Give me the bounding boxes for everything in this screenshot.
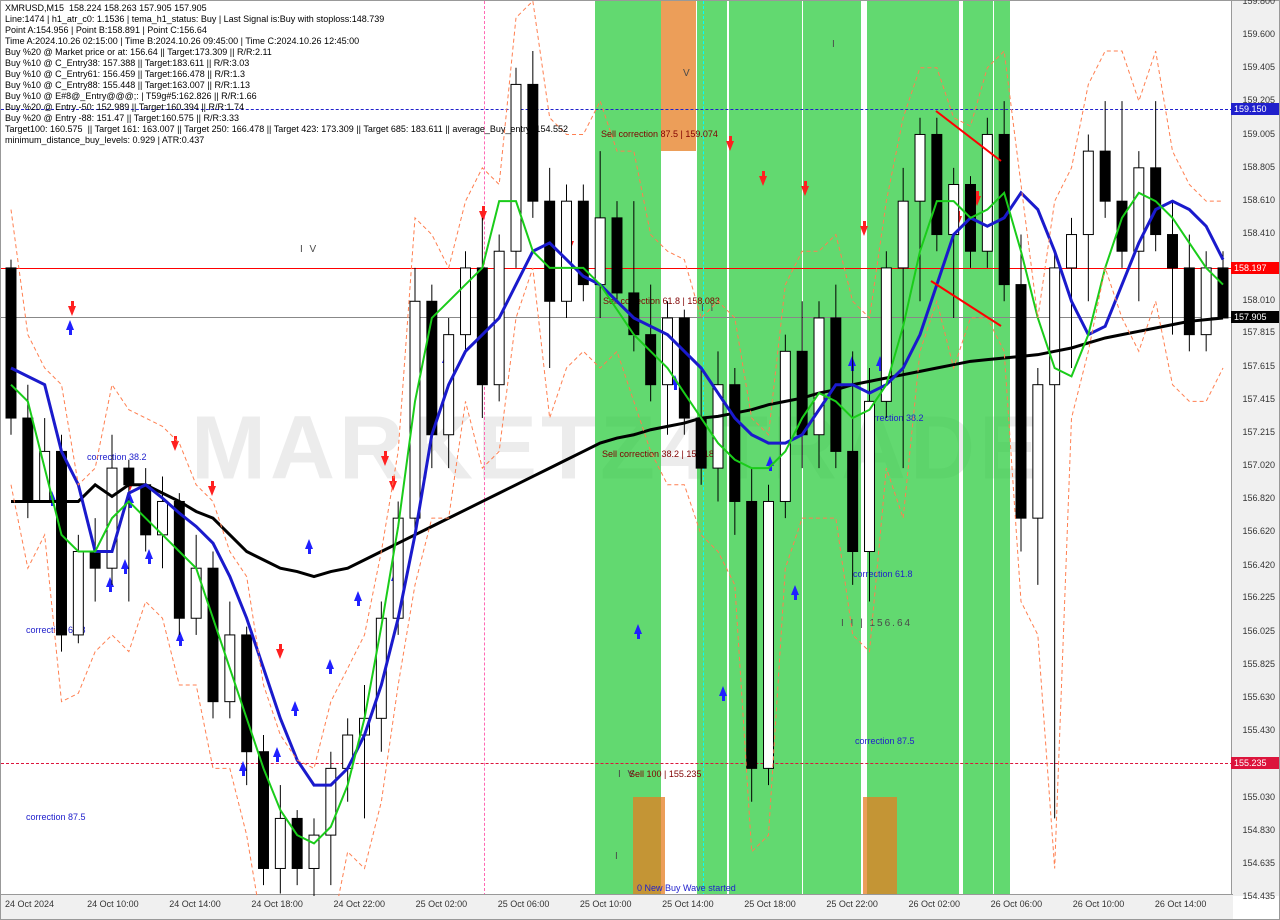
chart-area[interactable]: MARKETZ4TRADE I VII IVII I | 156.64I V c… bbox=[1, 1, 1233, 896]
y-tick: 158.805 bbox=[1242, 162, 1275, 172]
y-tick: 156.225 bbox=[1242, 592, 1275, 602]
y-tick: 159.005 bbox=[1242, 129, 1275, 139]
y-tick: 156.820 bbox=[1242, 493, 1275, 503]
x-tick: 24 Oct 22:00 bbox=[334, 899, 386, 909]
x-tick: 25 Oct 22:00 bbox=[826, 899, 878, 909]
y-tick: 157.020 bbox=[1242, 460, 1275, 470]
y-tick: 154.435 bbox=[1242, 891, 1275, 901]
x-tick: 24 Oct 14:00 bbox=[169, 899, 221, 909]
chart-container: MARKETZ4TRADE I VII IVII I | 156.64I V c… bbox=[0, 0, 1280, 920]
price-badge: 159.150 bbox=[1231, 103, 1279, 115]
x-tick: 24 Oct 18:00 bbox=[251, 899, 303, 909]
x-tick: 26 Oct 02:00 bbox=[908, 899, 960, 909]
y-tick: 157.415 bbox=[1242, 394, 1275, 404]
y-tick: 156.620 bbox=[1242, 526, 1275, 536]
y-tick: 155.825 bbox=[1242, 659, 1275, 669]
x-tick: 24 Oct 10:00 bbox=[87, 899, 139, 909]
y-tick: 155.430 bbox=[1242, 725, 1275, 735]
info-overlay: XMRUSD,M15 158.224 158.263 157.905 157.9… bbox=[5, 3, 568, 146]
price-badge: 158.197 bbox=[1231, 262, 1279, 274]
x-tick: 25 Oct 14:00 bbox=[662, 899, 714, 909]
y-tick: 158.410 bbox=[1242, 228, 1275, 238]
y-tick: 158.010 bbox=[1242, 295, 1275, 305]
x-tick: 25 Oct 02:00 bbox=[416, 899, 468, 909]
y-tick: 157.615 bbox=[1242, 361, 1275, 371]
y-tick: 159.800 bbox=[1242, 0, 1275, 6]
x-tick: 25 Oct 06:00 bbox=[498, 899, 550, 909]
y-tick: 156.420 bbox=[1242, 560, 1275, 570]
x-tick: 25 Oct 18:00 bbox=[744, 899, 796, 909]
x-tick: 26 Oct 06:00 bbox=[991, 899, 1043, 909]
y-tick: 154.830 bbox=[1242, 825, 1275, 835]
y-axis: 159.800159.600159.405159.205159.150159.0… bbox=[1231, 1, 1279, 896]
y-tick: 154.635 bbox=[1242, 858, 1275, 868]
x-tick: 26 Oct 10:00 bbox=[1073, 899, 1125, 909]
y-tick: 157.215 bbox=[1242, 427, 1275, 437]
y-tick: 159.405 bbox=[1242, 62, 1275, 72]
x-tick: 25 Oct 10:00 bbox=[580, 899, 632, 909]
x-tick: 26 Oct 14:00 bbox=[1155, 899, 1207, 909]
y-tick: 155.030 bbox=[1242, 792, 1275, 802]
x-axis: 24 Oct 2024 24 Oct 10:00 24 Oct 14:00 24 Oc… bbox=[1, 894, 1233, 919]
y-tick: 155.630 bbox=[1242, 692, 1275, 702]
y-tick: 158.610 bbox=[1242, 195, 1275, 205]
y-tick: 157.815 bbox=[1242, 327, 1275, 337]
y-tick: 159.600 bbox=[1242, 29, 1275, 39]
x-tick: 24 Oct 2024 bbox=[5, 899, 54, 909]
price-badge: 155.235 bbox=[1231, 757, 1279, 769]
y-tick: 156.025 bbox=[1242, 626, 1275, 636]
price-badge: 157.905 bbox=[1231, 311, 1279, 323]
